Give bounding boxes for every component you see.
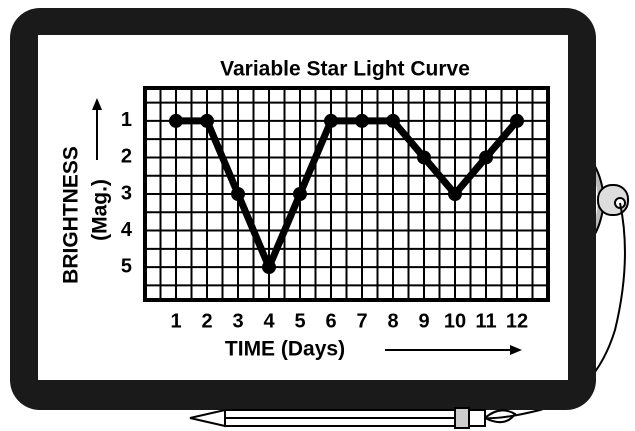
data-point [386, 113, 400, 128]
chart-title: Variable Star Light Curve [220, 58, 470, 81]
y-tick-label: 5 [121, 255, 132, 277]
y-tick-label: 1 [121, 109, 132, 131]
data-line [176, 117, 520, 271]
y-tick-label: 3 [121, 182, 132, 204]
y-axis-label: BRIGHTNESS [60, 146, 83, 284]
x-tick-label: 3 [232, 310, 243, 332]
y-arrow [92, 98, 102, 160]
data-point [169, 113, 183, 128]
y-tick-label: 4 [121, 219, 133, 241]
x-tick-label: 11 [475, 310, 496, 332]
data-point [448, 187, 462, 201]
x-tick-label: 12 [506, 310, 528, 332]
data-point [262, 260, 276, 275]
x-axis-label: TIME (Days) [225, 338, 345, 361]
x-tick-label: 2 [201, 310, 212, 332]
x-tick-label: 8 [387, 310, 398, 332]
x-arrow [385, 345, 522, 355]
data-point [200, 113, 214, 128]
data-point [324, 113, 338, 128]
x-tick-label: 9 [418, 310, 429, 332]
y-axis-unit: (Mag.) [89, 179, 112, 241]
data-point [479, 150, 493, 165]
data-point [293, 187, 307, 201]
y-tick-label: 2 [121, 146, 132, 168]
data-point [510, 113, 524, 128]
x-tick-label: 5 [294, 310, 305, 332]
x-tick-label: 7 [356, 310, 367, 332]
pencil [189, 407, 517, 429]
x-tick-label: 4 [263, 310, 275, 332]
x-tick-label: 10 [444, 310, 466, 332]
data-point [355, 113, 369, 128]
x-tick-label: 1 [170, 310, 181, 332]
data-point [231, 187, 245, 201]
data-point [417, 150, 431, 165]
x-tick-label: 6 [325, 310, 336, 332]
